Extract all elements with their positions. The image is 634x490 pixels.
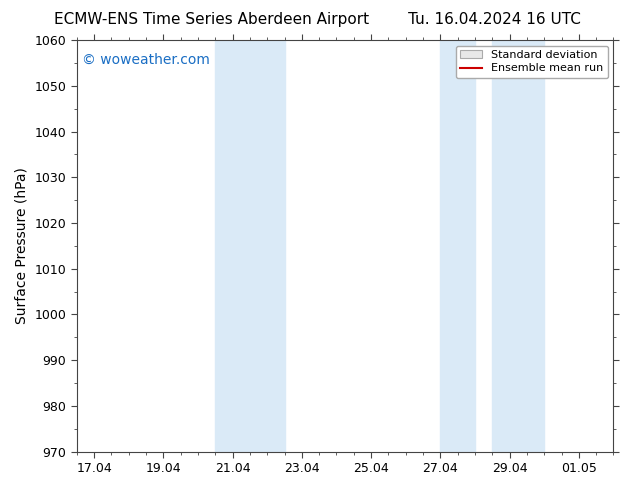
Text: ECMW-ENS Time Series Aberdeen Airport        Tu. 16.04.2024 16 UTC: ECMW-ENS Time Series Aberdeen Airport Tu… (53, 12, 581, 27)
Bar (216, 40, 285, 452)
Text: © woweather.com: © woweather.com (82, 52, 210, 67)
Bar (441, 40, 475, 452)
Y-axis label: Surface Pressure (hPa): Surface Pressure (hPa) (15, 168, 29, 324)
Bar (492, 40, 544, 452)
Legend: Standard deviation, Ensemble mean run: Standard deviation, Ensemble mean run (456, 46, 608, 78)
